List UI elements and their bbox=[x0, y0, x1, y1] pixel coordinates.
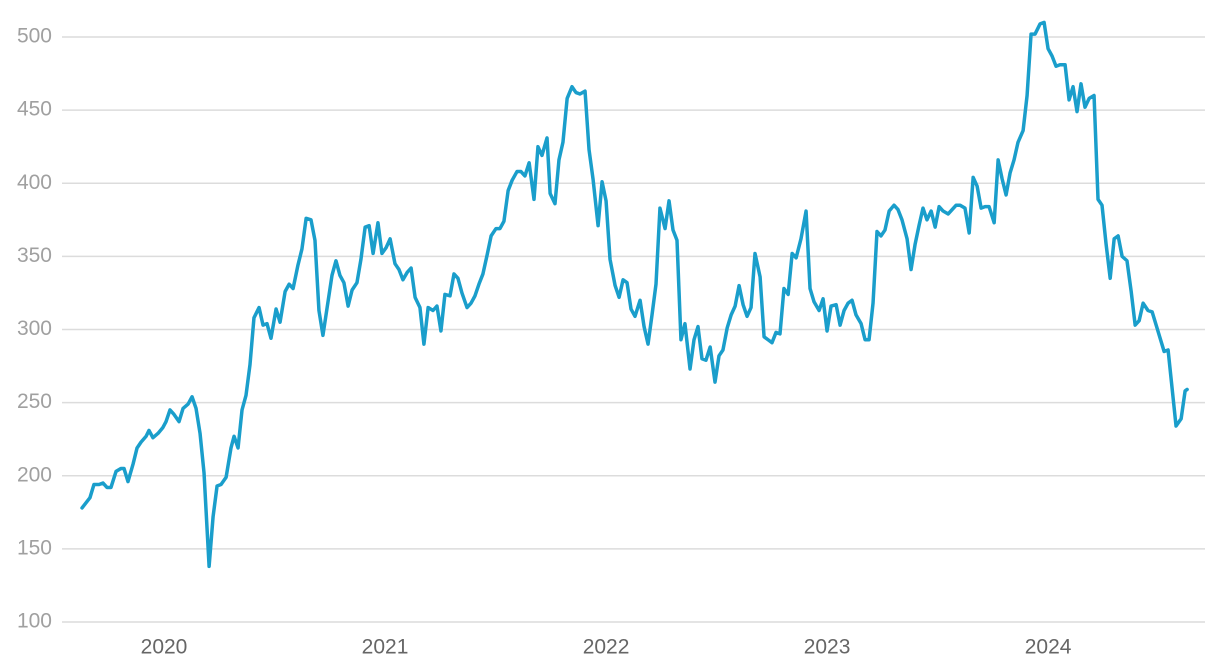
y-tick-label: 100 bbox=[17, 610, 52, 633]
y-tick-label: 450 bbox=[17, 98, 52, 121]
x-tick-label: 2023 bbox=[804, 636, 851, 659]
y-tick-label: 350 bbox=[17, 244, 52, 267]
line bbox=[80, 20, 1189, 569]
x-tick-label: 2024 bbox=[1025, 636, 1072, 659]
x-tick-label: 2021 bbox=[362, 636, 409, 659]
y-tick-label: 200 bbox=[17, 463, 52, 486]
x-tick-label: 2020 bbox=[141, 636, 188, 659]
x-tick-label: 2022 bbox=[583, 636, 630, 659]
y-tick-label: 500 bbox=[17, 25, 52, 48]
y-tick-label: 150 bbox=[17, 536, 52, 559]
y-tick-label: 400 bbox=[17, 171, 52, 194]
y-tick-label: 300 bbox=[17, 317, 52, 340]
y-tick-label: 250 bbox=[17, 390, 52, 413]
